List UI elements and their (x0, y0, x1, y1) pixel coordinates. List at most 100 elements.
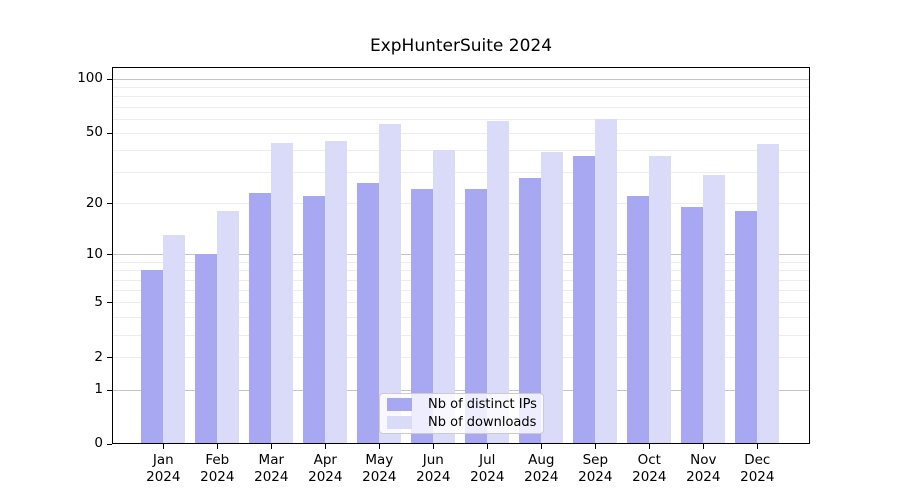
y-axis-tick-label: 2 (94, 348, 103, 365)
x-tick-year: 2024 (254, 469, 289, 485)
legend-label-distinct-ips: Nb of distinct IPs (428, 397, 537, 413)
y-axis-tick (107, 254, 112, 256)
legend: Nb of distinct IPs Nb of downloads (379, 393, 544, 434)
bar-downloads (217, 211, 240, 444)
major-gridline (112, 78, 810, 80)
x-tick-month: Oct (637, 452, 661, 468)
bar-downloads (595, 118, 618, 444)
minor-gridline (112, 279, 810, 281)
y-axis-tick (107, 203, 112, 205)
bar-distinct-ips (303, 195, 326, 444)
x-axis-tick (432, 444, 434, 449)
x-tick-year: 2024 (578, 469, 613, 485)
bar-distinct-ips (519, 177, 542, 444)
bar-downloads (271, 142, 294, 444)
x-tick-month: Sep (582, 452, 609, 468)
minor-gridline (112, 203, 810, 205)
x-tick-month: Nov (690, 452, 717, 468)
x-tick-month: Jun (422, 452, 444, 468)
y-axis-tick-label: 100 (77, 70, 103, 86)
minor-gridline (112, 357, 810, 359)
x-axis-tick-label: Dec 2024 (727, 452, 787, 486)
x-axis-tick-label: Jun 2024 (403, 452, 463, 486)
x-axis-tick-label: Aug 2024 (511, 452, 571, 486)
x-tick-month: Apr (313, 452, 337, 468)
x-axis-tick (378, 444, 380, 449)
bar-downloads (541, 152, 564, 444)
x-tick-year: 2024 (632, 469, 667, 485)
x-tick-year: 2024 (416, 469, 451, 485)
minor-gridline (112, 334, 810, 336)
chart-title: ExpHunterSuite 2024 (369, 36, 553, 56)
y-axis-tick-label: 1 (94, 381, 103, 397)
x-tick-year: 2024 (740, 469, 775, 485)
y-axis-tick (107, 389, 112, 391)
plot-area: Nb of distinct IPs Nb of downloads 100 5 0… (77, 67, 810, 485)
legend-swatch-downloads (387, 415, 412, 429)
bar-distinct-ips (735, 211, 758, 444)
minor-gridline (112, 150, 810, 151)
x-axis-tick (216, 444, 218, 449)
x-axis-tick-label: Mar 2024 (241, 452, 301, 486)
bar-downloads (163, 235, 186, 444)
bar-downloads (325, 140, 348, 444)
bar-downloads (703, 174, 726, 444)
minor-gridline (112, 261, 810, 263)
x-axis-tick-label: Apr 2024 (295, 452, 355, 486)
minor-gridline (112, 172, 810, 174)
legend-swatch-distinct-ips (387, 398, 412, 412)
x-axis-tick (648, 444, 650, 449)
x-tick-month: Jan (152, 452, 174, 468)
x-tick-year: 2024 (146, 469, 181, 485)
x-tick-month: Feb (205, 452, 230, 468)
major-gridline (112, 389, 810, 391)
bar-downloads (379, 123, 402, 444)
minor-gridline (112, 290, 810, 292)
bar-distinct-ips (573, 156, 596, 444)
x-tick-year: 2024 (308, 469, 343, 485)
bar-downloads (757, 144, 780, 444)
y-axis-tick (107, 302, 112, 304)
x-tick-month: Aug (528, 452, 555, 468)
bar-downloads (649, 156, 672, 444)
x-axis-tick-label: May 2024 (349, 452, 409, 486)
x-tick-year: 2024 (524, 469, 559, 485)
x-axis-tick (162, 444, 164, 449)
x-tick-month: Jul (479, 452, 496, 468)
minor-gridline (112, 96, 810, 97)
x-axis-tick (270, 444, 272, 449)
bar-downloads (433, 150, 456, 444)
x-axis-tick-label: Feb 2024 (187, 452, 247, 486)
minor-gridline (112, 106, 810, 108)
x-axis-tick (486, 444, 488, 449)
y-axis-tick (107, 357, 112, 359)
minor-gridline (112, 132, 810, 134)
x-tick-month: Dec (744, 452, 771, 468)
minor-gridline (112, 302, 810, 304)
x-axis-tick-label: Jan 2024 (133, 452, 193, 486)
bar-distinct-ips (357, 183, 380, 444)
y-axis-tick (107, 132, 112, 134)
minor-gridline (112, 316, 810, 318)
x-axis-tick-label: Oct 2024 (619, 452, 679, 486)
x-axis-tick-label: Sep 2024 (565, 452, 625, 486)
x-tick-year: 2024 (470, 469, 505, 485)
x-axis-tick (594, 444, 596, 449)
y-axis-tick-label: 5 (94, 293, 103, 310)
x-axis-tick-label: Jul 2024 (457, 452, 517, 486)
bar-distinct-ips (411, 189, 434, 444)
y-axis-tick-label: 10 (85, 245, 103, 262)
legend-label-downloads: Nb of downloads (428, 414, 537, 430)
bar-distinct-ips (141, 270, 164, 444)
x-axis-tick (702, 444, 704, 449)
x-tick-month: Mar (258, 452, 285, 468)
y-axis-tick-label: 0 (94, 435, 103, 451)
minor-gridline (112, 270, 810, 272)
x-tick-year: 2024 (200, 469, 235, 485)
bar-downloads (487, 121, 510, 444)
x-tick-year: 2024 (686, 469, 721, 485)
bar-distinct-ips (195, 254, 218, 444)
x-axis-tick (756, 444, 758, 449)
legend-item-downloads: Nb of downloads (387, 414, 543, 432)
y-axis-tick (107, 443, 112, 445)
